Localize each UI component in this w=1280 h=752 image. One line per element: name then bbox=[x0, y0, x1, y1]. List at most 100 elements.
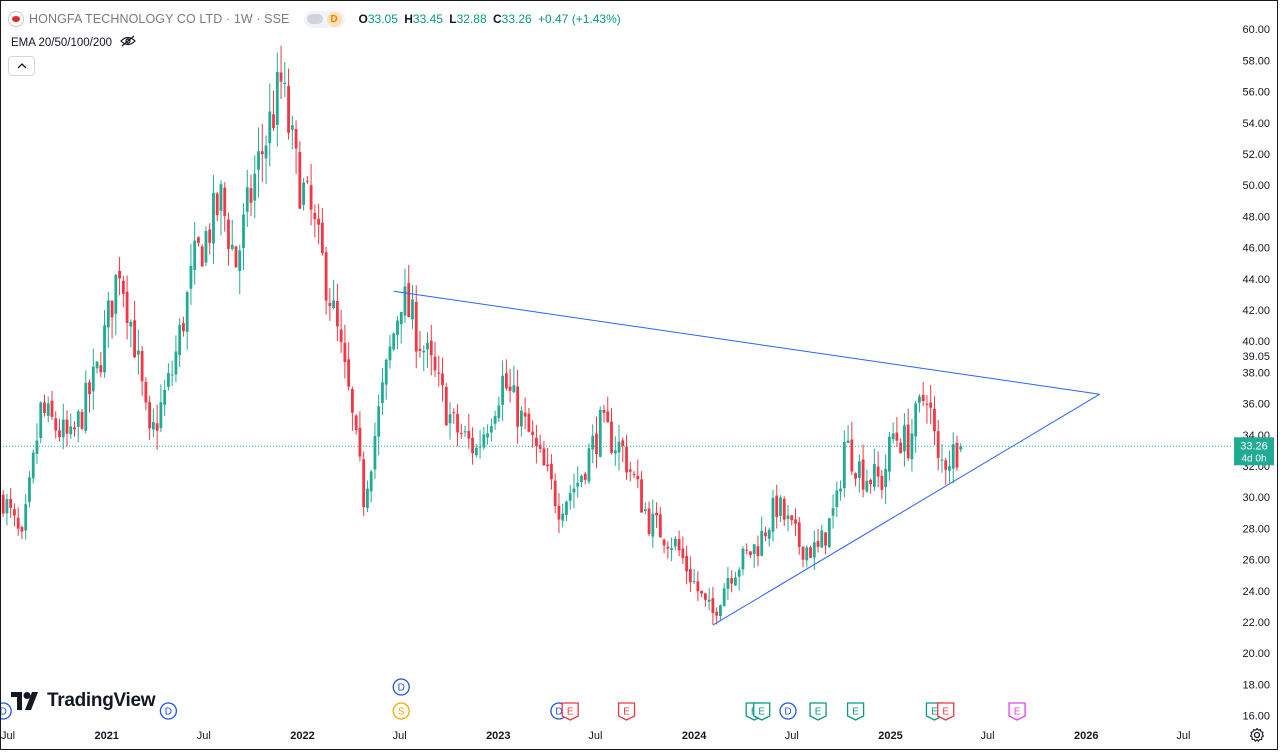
candle-body bbox=[523, 412, 527, 417]
tradingview-logo[interactable]: TradingView bbox=[11, 690, 156, 712]
candle bbox=[422, 345, 426, 372]
candle-body bbox=[121, 280, 125, 294]
earnings-marker[interactable]: E bbox=[937, 702, 955, 721]
candle bbox=[166, 363, 170, 391]
candle bbox=[452, 408, 456, 424]
split-marker[interactable]: S bbox=[392, 702, 410, 720]
dividend-marker[interactable]: D bbox=[0, 702, 12, 720]
candle-body bbox=[790, 515, 794, 521]
candle bbox=[50, 390, 54, 420]
candle-body bbox=[854, 473, 857, 479]
candle-body bbox=[5, 499, 9, 514]
earnings-marker[interactable]: E bbox=[561, 702, 579, 721]
candle-body bbox=[16, 517, 20, 529]
candle bbox=[948, 450, 951, 484]
candle bbox=[831, 494, 835, 529]
candle-body bbox=[696, 581, 700, 592]
candle bbox=[906, 408, 910, 461]
settings-gear-icon[interactable] bbox=[1249, 727, 1265, 743]
candle-body bbox=[260, 151, 264, 155]
candle-body bbox=[771, 497, 775, 532]
candle bbox=[429, 324, 433, 376]
candle-body bbox=[677, 539, 681, 551]
market-status-pill[interactable]: D bbox=[303, 10, 345, 28]
candle bbox=[193, 221, 197, 285]
candle-body bbox=[512, 385, 516, 393]
candle bbox=[535, 425, 538, 464]
candle bbox=[602, 404, 606, 423]
candle bbox=[414, 285, 418, 369]
y-tick-label: 38.00 bbox=[1242, 367, 1270, 379]
candle bbox=[24, 494, 28, 540]
candle-body bbox=[598, 409, 602, 457]
candle bbox=[182, 316, 185, 337]
candle bbox=[655, 502, 658, 529]
candle bbox=[921, 381, 925, 407]
dividend-marker[interactable]: D bbox=[779, 702, 797, 720]
candle-body bbox=[230, 244, 234, 250]
candle bbox=[151, 408, 155, 438]
candle bbox=[527, 407, 531, 433]
y-tick-label: 50.00 bbox=[1242, 180, 1270, 192]
candle bbox=[362, 451, 366, 517]
candle bbox=[43, 394, 46, 417]
candle bbox=[140, 346, 144, 396]
eye-hidden-icon[interactable] bbox=[120, 35, 136, 50]
candle bbox=[869, 478, 873, 494]
indicator-legend[interactable]: EMA 20/50/100/200 bbox=[11, 35, 136, 50]
earnings-badge-letter: E bbox=[567, 707, 574, 718]
candle bbox=[46, 396, 50, 423]
candle-body bbox=[155, 423, 159, 431]
candle bbox=[264, 135, 268, 184]
candle-body bbox=[741, 548, 745, 570]
candle-body bbox=[711, 598, 715, 613]
candle-body bbox=[339, 329, 343, 343]
earnings-marker[interactable]: E bbox=[617, 702, 636, 721]
candle-body bbox=[140, 351, 144, 382]
earnings-marker[interactable]: E bbox=[753, 702, 771, 721]
candle bbox=[846, 425, 850, 444]
candle bbox=[775, 484, 779, 529]
candle-body bbox=[869, 479, 873, 485]
candle bbox=[219, 180, 223, 236]
candle-body bbox=[666, 546, 670, 549]
candles bbox=[1, 45, 963, 625]
candle bbox=[872, 448, 876, 491]
candle bbox=[103, 310, 106, 378]
candle bbox=[287, 68, 290, 140]
candle-body bbox=[272, 114, 275, 129]
collapse-legend-button[interactable] bbox=[8, 56, 35, 76]
candle-body bbox=[655, 512, 658, 516]
candle bbox=[801, 546, 805, 568]
candle-body bbox=[433, 356, 437, 371]
candle bbox=[914, 400, 918, 453]
candle bbox=[437, 355, 441, 387]
candle-body bbox=[429, 340, 433, 356]
y-tick-label: 48.00 bbox=[1242, 211, 1270, 223]
candle-body bbox=[692, 581, 696, 583]
candle bbox=[489, 418, 493, 442]
candle-body bbox=[651, 513, 655, 537]
candle bbox=[129, 319, 133, 348]
candle bbox=[643, 502, 647, 515]
candle bbox=[944, 457, 948, 485]
candle bbox=[1, 490, 5, 517]
candle-body bbox=[76, 411, 80, 427]
candle-body bbox=[354, 415, 358, 430]
earnings-marker[interactable]: E bbox=[846, 702, 865, 721]
candle bbox=[786, 505, 790, 532]
earnings-marker[interactable]: E bbox=[1008, 702, 1026, 721]
candle-body bbox=[166, 373, 170, 387]
delayed-data-badge[interactable]: D bbox=[326, 11, 342, 27]
candle-body bbox=[756, 546, 760, 557]
dividend-marker[interactable]: D bbox=[392, 678, 410, 696]
symbol-title[interactable]: HONGFA TECHNOLOGY CO LTD · 1W · SSE bbox=[29, 12, 290, 26]
candle bbox=[779, 495, 782, 523]
candle bbox=[347, 342, 351, 391]
earnings-marker[interactable]: E bbox=[809, 702, 827, 721]
candle bbox=[737, 567, 741, 591]
candle-body bbox=[752, 544, 756, 555]
candle-body bbox=[779, 497, 782, 516]
dividend-marker[interactable]: D bbox=[159, 702, 178, 720]
